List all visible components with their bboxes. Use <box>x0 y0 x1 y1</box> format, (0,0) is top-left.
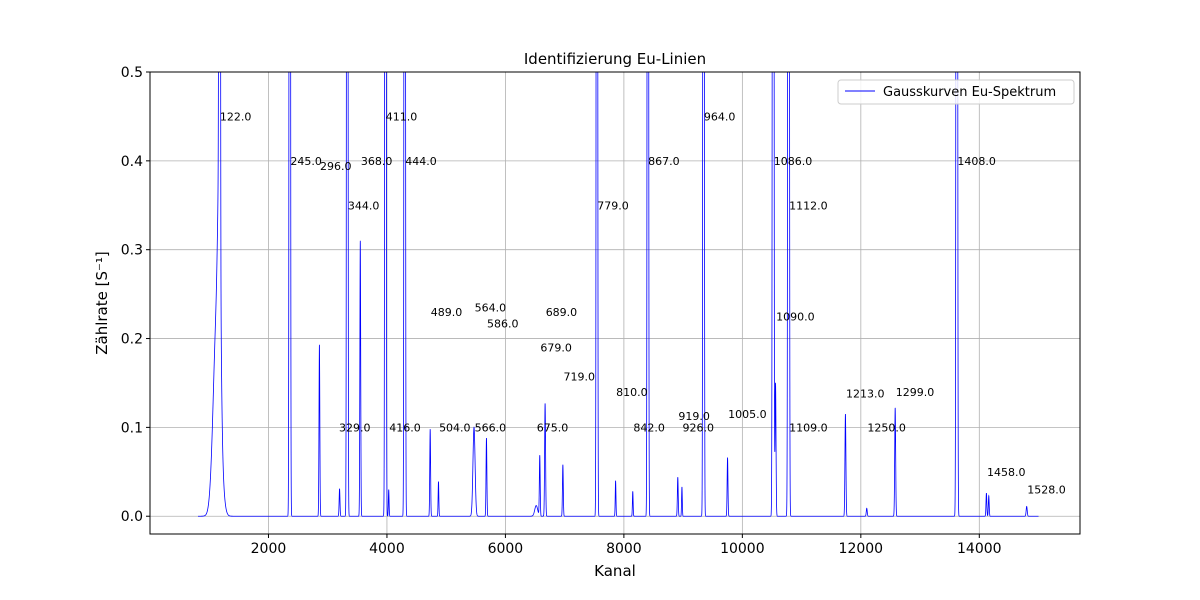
y-axis-label: Zählrate [S⁻¹] <box>93 251 111 355</box>
peak-annotation: 1112.0 <box>789 199 828 212</box>
peak-annotation: 779.0 <box>597 199 629 212</box>
y-tick-label: 0.1 <box>121 420 143 436</box>
peak-annotation: 867.0 <box>648 155 680 168</box>
peak-annotation: 329.0 <box>339 421 371 434</box>
peak-annotation: 1090.0 <box>776 310 815 323</box>
series-line-gausskurven <box>197 72 1039 517</box>
peak-annotation: 416.0 <box>389 421 421 434</box>
peak-annotation: 1408.0 <box>957 155 996 168</box>
peak-annotation: 842.0 <box>633 421 665 434</box>
peak-annotation: 1528.0 <box>1027 484 1066 497</box>
y-axis-ticks: 0.0 0.1 0.2 0.3 0.4 0.5 <box>121 65 150 525</box>
y-tick-label: 0.0 <box>121 509 143 525</box>
x-axis-label: Kanal <box>594 562 636 580</box>
peak-annotation: 679.0 <box>540 341 572 354</box>
peak-annotation: 1250.0 <box>867 421 906 434</box>
y-tick-label: 0.5 <box>121 65 143 81</box>
peak-annotation: 675.0 <box>537 421 569 434</box>
peak-annotation: 1299.0 <box>896 386 935 399</box>
peak-annotation: 1086.0 <box>774 155 813 168</box>
peak-annotation: 444.0 <box>405 155 437 168</box>
x-axis-ticks: 2000 4000 6000 8000 10000 12000 14000 <box>251 534 1002 557</box>
peak-annotation: 1005.0 <box>728 408 767 421</box>
peak-annotation: 368.0 <box>361 155 393 168</box>
peak-annotation: 1213.0 <box>846 388 885 401</box>
legend: Gausskurven Eu-Spektrum <box>837 79 1075 105</box>
legend-box <box>837 79 1075 105</box>
x-tick-label: 4000 <box>369 541 405 557</box>
peak-annotation: 504.0 <box>439 421 471 434</box>
legend-entry: Gausskurven Eu-Spektrum <box>883 85 1056 100</box>
peak-annotation: 689.0 <box>546 306 578 319</box>
peak-annotation: 566.0 <box>475 421 507 434</box>
x-tick-label: 14000 <box>957 541 1002 557</box>
peak-annotation: 586.0 <box>487 317 519 330</box>
x-tick-label: 2000 <box>251 541 287 557</box>
plot-frame <box>149 71 1081 535</box>
x-tick-label: 8000 <box>606 541 642 557</box>
chart-title: Identifizierung Eu-Linien <box>524 50 706 68</box>
peak-annotation: 122.0 <box>220 110 252 123</box>
peak-annotation: 411.0 <box>386 110 418 123</box>
peak-annotation: 564.0 <box>475 301 507 314</box>
x-tick-label: 12000 <box>839 541 884 557</box>
peak-annotation: 344.0 <box>348 199 380 212</box>
peak-annotation: 810.0 <box>616 386 648 399</box>
y-tick-label: 0.4 <box>121 154 143 170</box>
peak-annotation: 926.0 <box>683 421 715 434</box>
y-tick-label: 0.2 <box>121 332 143 348</box>
peak-annotation: 919.0 <box>678 410 710 423</box>
x-tick-label: 10000 <box>720 541 765 557</box>
peak-annotation: 296.0 <box>320 160 352 173</box>
peak-annotation: 964.0 <box>704 110 736 123</box>
peak-annotation: 245.0 <box>290 155 322 168</box>
plot-area <box>150 72 1080 534</box>
peak-annotation: 1458.0 <box>987 466 1026 479</box>
peak-annotation: 1109.0 <box>789 421 828 434</box>
x-tick-label: 6000 <box>488 541 524 557</box>
peak-annotation: 719.0 <box>563 371 595 384</box>
peak-annotation: 489.0 <box>431 306 463 319</box>
y-tick-label: 0.3 <box>121 243 143 259</box>
